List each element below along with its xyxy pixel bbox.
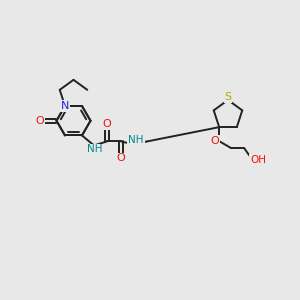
Text: NH: NH [128,135,144,146]
Text: OH: OH [250,155,266,165]
Text: O: O [117,153,125,164]
Text: S: S [224,92,232,102]
Text: O: O [35,116,44,126]
Text: N: N [61,101,69,111]
Text: NH: NH [87,144,103,154]
Text: O: O [103,119,111,129]
Text: O: O [211,136,220,146]
